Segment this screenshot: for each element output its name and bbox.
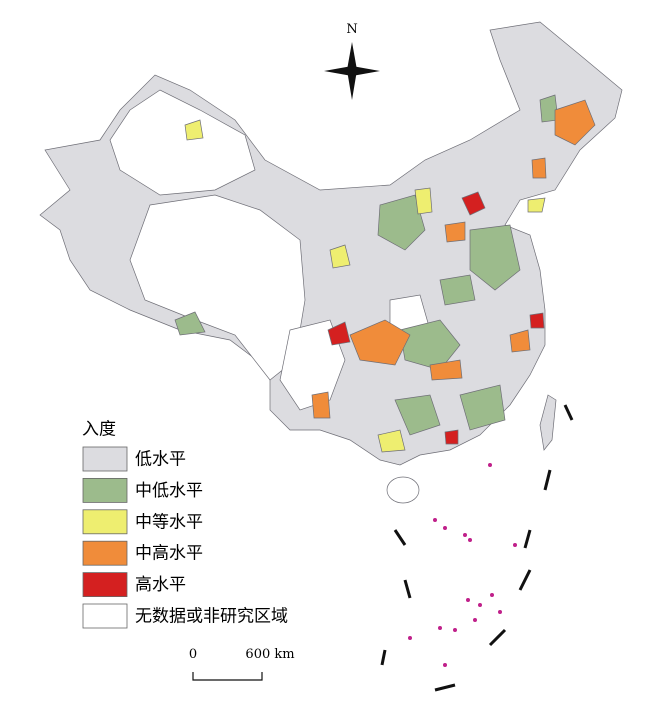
- region: [349, 319, 411, 366]
- region: [429, 359, 463, 381]
- legend-swatch: [82, 603, 128, 629]
- dot: [468, 538, 472, 542]
- legend-label: 中高水平: [135, 544, 203, 564]
- region: [444, 429, 459, 445]
- legend-swatch: [82, 477, 128, 503]
- region: [509, 329, 531, 353]
- region: [327, 321, 351, 346]
- boundary: [380, 404, 574, 692]
- legend-title: 入度: [82, 420, 116, 440]
- legend-label: 高水平: [135, 575, 186, 595]
- legend-label: 无数据或非研究区域: [135, 607, 288, 627]
- dash: [523, 529, 532, 549]
- dot: [488, 463, 492, 467]
- dash: [488, 628, 507, 647]
- region: [184, 119, 204, 141]
- legend-label: 中低水平: [135, 481, 203, 501]
- dot: [433, 518, 437, 522]
- compass-label: N: [346, 22, 357, 37]
- dot: [466, 598, 470, 602]
- scale-label: 600 km: [245, 647, 294, 662]
- region: [461, 191, 486, 216]
- compass: N: [324, 22, 380, 100]
- region: [444, 221, 466, 243]
- dot: [443, 663, 447, 667]
- region: [109, 89, 256, 196]
- scale-bar: 0 600 km: [189, 647, 295, 681]
- region: [469, 224, 521, 291]
- island-dots: [408, 463, 517, 667]
- compass-needle: [324, 66, 380, 76]
- island: [539, 394, 557, 451]
- legend-label: 低水平: [135, 450, 186, 470]
- dot: [443, 526, 447, 530]
- dot: [438, 626, 442, 630]
- region: [329, 244, 351, 269]
- scale-label: 0: [189, 647, 197, 662]
- region: [399, 319, 461, 371]
- dot: [473, 618, 477, 622]
- dash: [518, 569, 532, 591]
- legend-swatch: [82, 509, 128, 535]
- scale-line: [192, 672, 263, 681]
- region: [174, 311, 206, 336]
- region: [377, 194, 426, 251]
- dash: [434, 683, 456, 692]
- region: [531, 157, 547, 179]
- region: [311, 391, 331, 419]
- legend-swatch: [82, 572, 128, 597]
- region: [459, 384, 506, 431]
- region: [39, 21, 623, 466]
- region: [527, 197, 546, 213]
- dot: [478, 603, 482, 607]
- dash: [393, 529, 407, 546]
- dash: [403, 579, 412, 599]
- dot: [498, 610, 502, 614]
- region: [439, 274, 476, 306]
- island: [386, 476, 420, 504]
- dash: [380, 649, 387, 666]
- region: [279, 319, 346, 411]
- dash: [563, 404, 574, 421]
- region: [377, 429, 406, 453]
- region: [414, 187, 433, 215]
- dot: [490, 593, 494, 597]
- dot: [453, 628, 457, 632]
- dot: [463, 533, 467, 537]
- region: [529, 312, 545, 329]
- dash: [543, 469, 552, 491]
- legend-label: 中等水平: [135, 512, 203, 532]
- dot: [408, 636, 412, 640]
- region: [554, 99, 596, 146]
- legend-swatch: [82, 540, 128, 566]
- legend-swatch: [82, 446, 128, 472]
- region: [394, 394, 441, 436]
- dot: [513, 543, 517, 547]
